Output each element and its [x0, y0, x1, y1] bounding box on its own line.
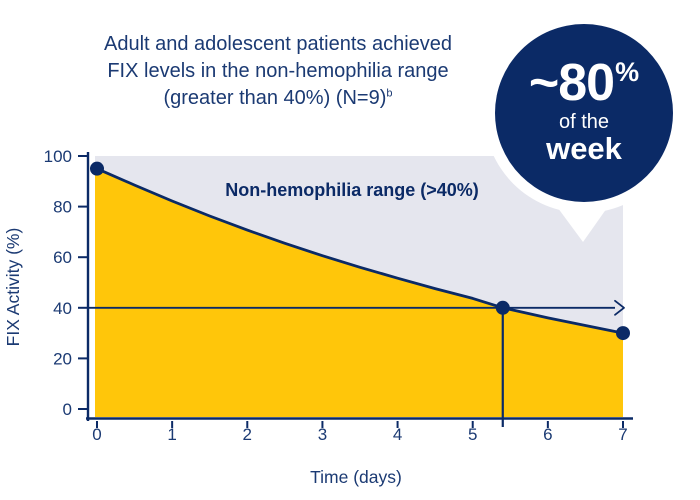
threshold-arrowhead — [614, 299, 625, 316]
chart-title: Adult and adolescent patients achieved F… — [0, 31, 556, 112]
range-label: Non-hemophilia range (>40%) — [225, 180, 479, 200]
x-tick-label: 0 — [92, 425, 101, 444]
x-tick-label: 4 — [393, 425, 402, 444]
y-tick-label: 100 — [44, 147, 72, 166]
fix-activity-area — [95, 168, 623, 417]
chart-title-line1: Adult and adolescent patients achieved — [103, 33, 453, 55]
y-tick-label: 40 — [53, 299, 72, 318]
x-axis-title: Time (days) — [310, 467, 402, 487]
badge-pointer-notch — [552, 198, 614, 242]
x-tick-label: 3 — [318, 425, 327, 444]
badge-value: ~80% — [528, 54, 640, 112]
badge-80-percent-of-week: ~80% of the week — [495, 24, 673, 202]
data-point — [616, 326, 630, 341]
y-tick-label: 80 — [53, 198, 72, 217]
x-tick-label: 7 — [618, 425, 627, 444]
chart-title-line2: FIX levels in the non-hemophilia range — [107, 60, 449, 82]
badge-week: week — [546, 131, 622, 166]
y-tick-label: 60 — [53, 248, 72, 267]
percent-sign: % — [615, 57, 640, 87]
x-tick-label: 5 — [468, 425, 477, 444]
fix-activity-curve — [95, 167, 625, 335]
y-tick-label: 20 — [53, 349, 72, 368]
x-tick-label: 2 — [243, 425, 252, 444]
footnote-marker: b — [386, 87, 393, 100]
y-tick-label: 0 — [63, 400, 72, 419]
data-point — [495, 300, 510, 315]
chart-title-line3: (greater than 40%) (N=9)b — [163, 87, 393, 109]
x-tick-label: 1 — [167, 425, 176, 444]
y-axis-title: FIX Activity (%) — [3, 228, 23, 347]
badge-of-the: of the — [558, 111, 610, 133]
data-point — [90, 161, 104, 176]
x-tick-label: 6 — [543, 425, 552, 444]
non-hemophilia-range-region — [95, 156, 623, 334]
